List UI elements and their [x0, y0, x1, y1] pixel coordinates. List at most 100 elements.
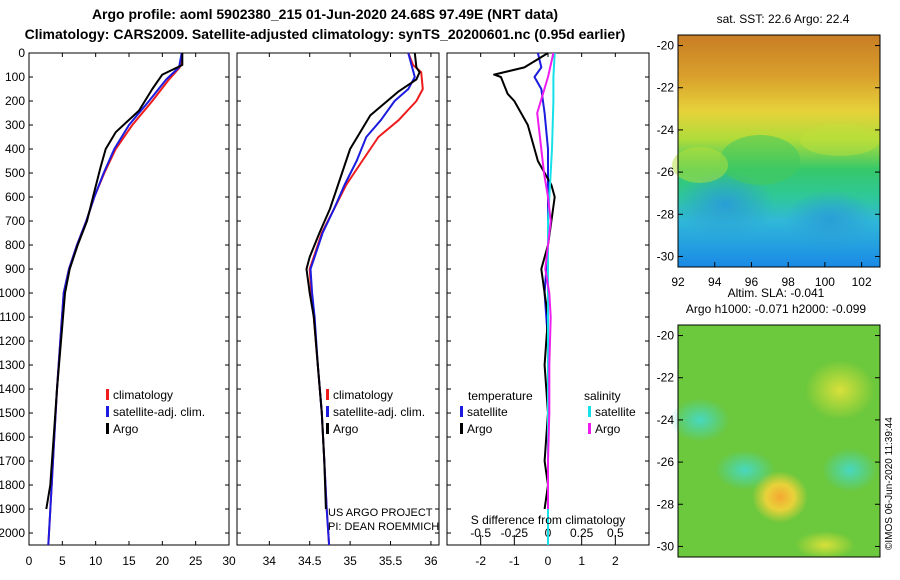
salinity-series [305, 52, 424, 546]
legend-temp-satellite-label: satellite [467, 405, 508, 419]
sst-map-longitude-axis: 92 94 96 98 100 102 [671, 262, 872, 289]
temperature-legend: climatology satellite-adj. clim. Argo [106, 388, 205, 436]
depth-tick-label: 2000 [0, 526, 25, 540]
legend-satellite-label: satellite-adj. clim. [333, 405, 425, 419]
lon-tick-label: 96 [745, 275, 759, 289]
figure-title-line2: Climatology: CARS2009. Satellite-adjuste… [24, 26, 626, 42]
x-tick-label: 0 [26, 554, 33, 568]
series-line-argo [305, 52, 421, 510]
temperature-x-axis: 0 5 10 15 20 25 30 [26, 53, 236, 568]
legend-satellite-swatch [326, 406, 329, 417]
sla-map-panel: Altim. SLA: -0.041 Argo h1000: -0.071 h2… [657, 286, 895, 559]
lat-tick-label: -22 [657, 371, 675, 385]
series-line-salinity-argo [536, 52, 555, 509]
depth-tick-label: 1300 [0, 358, 25, 372]
x-tick-label: -1 [509, 554, 520, 568]
difference-x-axis: -2 -1 0 1 2 [475, 53, 619, 568]
lat-tick-label: -26 [657, 455, 675, 469]
legend-sal-argo-swatch [588, 423, 591, 434]
x-tick-label: 1 [578, 554, 585, 568]
lat-tick-label: -24 [657, 413, 675, 427]
x-tick-label: 36 [424, 554, 438, 568]
depth-tick-label: 1600 [0, 430, 25, 444]
legend-climatology-swatch [326, 389, 329, 400]
series-line-satellite-adj-clim- [47, 52, 183, 546]
legend-climatology-label: climatology [113, 388, 173, 402]
depth-tick-label: 1400 [0, 382, 25, 396]
legend-sal-satellite-swatch [588, 406, 591, 417]
x-tick-label: 20 [156, 554, 170, 568]
x-tick-label: 15 [122, 554, 136, 568]
sst-map-frame [677, 34, 881, 268]
depth-axis: 0 100 200 300 400 500 600 700 800 900 1000 1100 1200… [0, 46, 229, 540]
legend-temp-satellite-swatch [460, 406, 463, 417]
lon-tick-label: 98 [782, 275, 796, 289]
depth-tick-label: 700 [5, 214, 25, 228]
depth-tick-label: 1900 [0, 502, 25, 516]
lon-tick-label: 92 [671, 275, 685, 289]
depth-tick-label: 1500 [0, 406, 25, 420]
x-tick-label: 25 [189, 554, 203, 568]
salinity-panel: 34 34.5 35 35.5 36 climatology satellite-adj… [236, 52, 440, 568]
legend-salinity-heading: salinity [584, 389, 621, 403]
depth-tick-label: 100 [5, 70, 25, 84]
difference-axis-label: S difference from climatology [471, 513, 626, 527]
legend-climatology-label: climatology [333, 388, 393, 402]
x-tick-label: 2 [612, 554, 619, 568]
x-tick-label: 0 [545, 554, 552, 568]
depth-tick-label: 300 [5, 118, 25, 132]
series-line-argo [45, 53, 184, 510]
upper-tick-label: -0.5 [470, 526, 491, 540]
depth-tick-label: 1700 [0, 454, 25, 468]
lat-tick-label: -30 [657, 539, 675, 553]
x-tick-label: 5 [59, 554, 66, 568]
depth-tick-label: 1100 [0, 310, 25, 324]
temperature-panel: 0100200300400500600700800900100011001200… [0, 46, 236, 568]
project-label: US ARGO PROJECT [328, 507, 433, 519]
series-line-climatology [47, 52, 184, 546]
legend-argo-swatch [326, 423, 329, 434]
sla-map-title: Altim. SLA: -0.041 [728, 286, 825, 300]
sla-map-latitude-axis: -20 -22 -24 -26 -28 -30 [657, 329, 880, 553]
sla-map-subtitle: Argo h1000: -0.071 h2000: -0.099 [686, 302, 866, 316]
lat-tick-label: -22 [657, 81, 675, 95]
depth-tick-label: 200 [5, 94, 25, 108]
temperature-series [45, 52, 184, 546]
legend-argo-swatch [106, 423, 109, 434]
x-tick-label: 10 [89, 554, 103, 568]
legend-argo-label: Argo [333, 422, 359, 436]
difference-depth-ticks [447, 52, 649, 534]
x-tick-label: 34.5 [298, 554, 322, 568]
salinity-legend: climatology satellite-adj. clim. Argo [326, 388, 425, 436]
legend-satellite-swatch [106, 406, 109, 417]
salinity-depth-ticks [237, 52, 439, 534]
sla-map-image [670, 325, 880, 559]
lat-tick-label: -30 [657, 249, 675, 263]
lon-tick-label: 94 [708, 275, 722, 289]
upper-tick-label: 0.25 [570, 526, 594, 540]
depth-tick-label: 1200 [0, 334, 25, 348]
lat-tick-label: -20 [657, 39, 675, 53]
series-line-salinity-satellite [547, 52, 556, 545]
lat-tick-label: -24 [657, 123, 675, 137]
difference-series [493, 52, 556, 545]
legend-sal-satellite-label: satellite [595, 405, 636, 419]
depth-tick-label: 900 [5, 262, 25, 276]
difference-panel: -2 -1 0 1 2 -0.5 -0.25 0 0.25 0.5 temperature sa… [446, 52, 650, 568]
legend-temperature-heading: temperature [468, 389, 533, 403]
upper-tick-label: 0.5 [607, 526, 624, 540]
depth-tick-label: 500 [5, 166, 25, 180]
salinity-x-axis: 34 34.5 35 35.5 36 [263, 53, 438, 568]
sla-map-frame [677, 324, 881, 558]
legend-sal-argo-label: Argo [595, 422, 621, 436]
difference-legend: temperature salinity satellite Argo sate… [460, 389, 636, 436]
upper-tick-label: -0.25 [501, 526, 529, 540]
pi-label: PI: DEAN ROEMMICH [328, 521, 439, 533]
x-tick-label: -2 [475, 554, 486, 568]
lat-tick-label: -20 [657, 329, 675, 343]
sst-map-title: sat. SST: 22.6 Argo: 22.4 [717, 12, 850, 26]
depth-tick-label: 800 [5, 238, 25, 252]
legend-argo-label: Argo [113, 422, 139, 436]
